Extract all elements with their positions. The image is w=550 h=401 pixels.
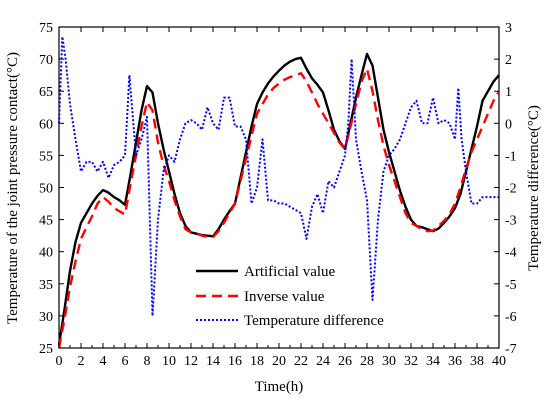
- plot-area: 0 2 4 6 8 10 12 14 16 18 20 22 24 26 28 30 32 34 36 38 40 25…: [39, 21, 517, 369]
- left-axis-ticks: 25 30 35 40 45 50 55 60 65 70 75: [39, 21, 64, 357]
- right-tick-label: -7: [505, 342, 517, 357]
- left-tick-label: 25: [39, 342, 53, 357]
- right-tick-label: 3: [505, 21, 512, 36]
- left-tick-label: 50: [39, 182, 53, 197]
- right-tick-label: 0: [505, 117, 512, 132]
- legend-label-artificial: Artificial value: [244, 264, 336, 280]
- x-tick-label: 10: [162, 354, 176, 369]
- x-tick-label: 36: [448, 354, 462, 369]
- left-tick-label: 45: [39, 214, 53, 229]
- left-tick-label: 65: [39, 85, 53, 100]
- x-tick-label: 16: [228, 354, 242, 369]
- right-tick-label: 2: [505, 53, 512, 68]
- series-temperature-difference: [58, 35, 499, 317]
- x-tick-label: 12: [184, 354, 198, 369]
- series-layer: [57, 35, 501, 349]
- x-tick-label: 28: [360, 354, 374, 369]
- right-axis-ticks: -7 -6 -5 -4 -3 -2 -1 0 1 2 3: [494, 21, 517, 357]
- right-tick-label: -3: [505, 214, 517, 229]
- x-tick-label: 14: [206, 354, 220, 369]
- legend-label-temp-diff: Temperature difference: [244, 313, 384, 329]
- right-tick-label: 1: [505, 85, 512, 100]
- right-tick-label: -5: [505, 278, 517, 293]
- x-tick-label: 34: [426, 354, 440, 369]
- left-tick-label: 60: [39, 117, 53, 132]
- x-axis-ticks: 0 2 4 6 8 10 12 14 16 18 20 22 24 26 28 30 32 34 36 38 40: [56, 27, 506, 369]
- x-tick-label: 2: [78, 354, 85, 369]
- x-tick-label: 26: [338, 354, 352, 369]
- x-tick-label: 32: [404, 354, 418, 369]
- x-tick-label: 40: [492, 354, 506, 369]
- left-tick-label: 75: [39, 21, 53, 36]
- left-tick-label: 70: [39, 53, 53, 68]
- series-inverse-value: [57, 67, 501, 349]
- legend: Artificial value Inverse value Temperatu…: [196, 264, 384, 329]
- right-tick-label: -1: [505, 149, 517, 164]
- x-tick-label: 4: [100, 354, 107, 369]
- right-tick-label: -2: [505, 182, 517, 197]
- x-tick-label: 6: [122, 354, 129, 369]
- x-axis-title: Time(h): [255, 379, 304, 395]
- right-tick-label: -4: [505, 246, 517, 261]
- series-artificial-value: [57, 52, 500, 345]
- legend-label-inverse: Inverse value: [244, 289, 325, 305]
- x-tick-label: 30: [382, 354, 396, 369]
- x-tick-label: 20: [272, 354, 286, 369]
- right-tick-label: -6: [505, 310, 517, 325]
- x-tick-label: 0: [56, 354, 63, 369]
- right-axis-title: Temperature difference(°C): [526, 105, 542, 271]
- left-axis-title: Temperature of the joint pressure contac…: [5, 52, 21, 324]
- left-tick-label: 40: [39, 246, 53, 261]
- left-tick-label: 35: [39, 278, 53, 293]
- left-tick-label: 55: [39, 149, 53, 164]
- x-tick-label: 24: [316, 354, 330, 369]
- x-tick-label: 8: [144, 354, 151, 369]
- left-tick-label: 30: [39, 310, 53, 325]
- x-tick-label: 18: [250, 354, 264, 369]
- x-tick-label: 38: [470, 354, 484, 369]
- x-tick-label: 22: [294, 354, 308, 369]
